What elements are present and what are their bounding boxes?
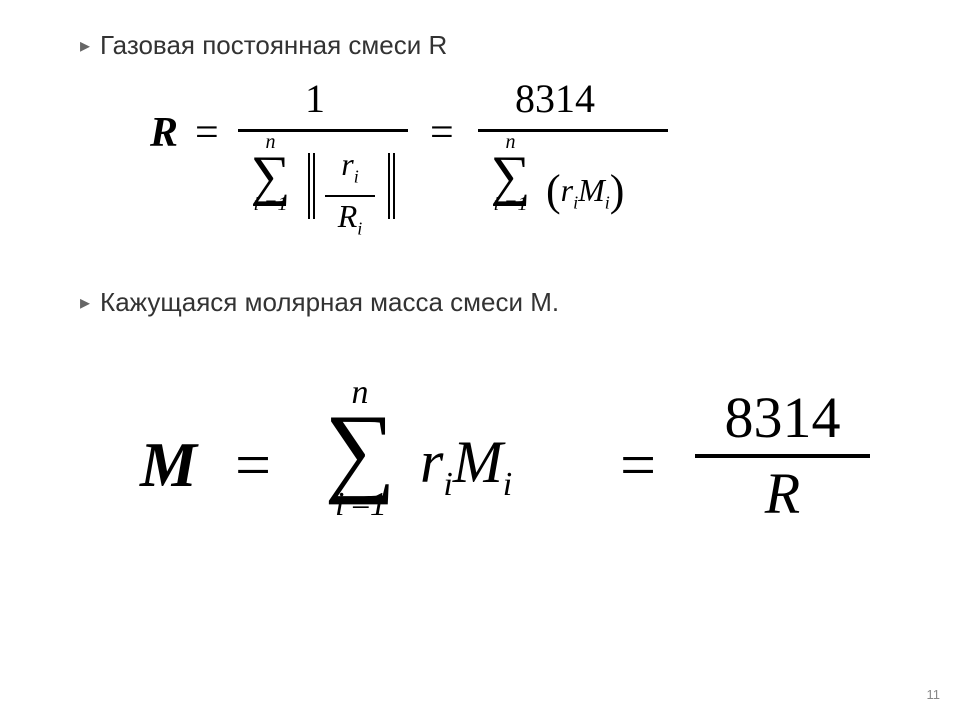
equation-molar-mass: M = n ∑ i =1 riMi = 8314 R <box>140 348 940 588</box>
bullet-marker-icon: ▸ <box>80 33 90 58</box>
eq1-bracket <box>313 153 315 219</box>
paren-left-icon: ( <box>546 166 561 215</box>
bullet-marker-icon: ▸ <box>80 290 90 315</box>
bullet-line-2: ▸ Кажущаяся молярная масса смеси М. <box>80 287 900 318</box>
eq2-equals-1: = <box>235 428 271 502</box>
bullet-text-1: Газовая постоянная смеси R <box>100 30 447 61</box>
eq1-bracket <box>393 153 395 219</box>
eq1-inner-fraction: ri Ri <box>325 149 375 244</box>
eq2-lhs: M <box>140 428 197 502</box>
slide: ▸ Газовая постоянная смеси R R = 1 n ∑ i… <box>0 0 960 720</box>
eq2-term-rimi: riMi <box>420 428 512 504</box>
eq1-sigma-2: n ∑ i =1 <box>478 131 543 209</box>
sigma-icon: ∑ <box>310 410 410 490</box>
equation-gas-constant: R = 1 n ∑ i =1 ri Ri = 8314 n ∑ i =1 (ri… <box>130 67 780 277</box>
eq1-sum-lower-2: i =1 <box>478 199 543 209</box>
eq1-bracket <box>308 153 310 219</box>
eq1-bracket <box>388 153 390 219</box>
page-number: 11 <box>927 687 941 702</box>
eq2-frac-bar <box>695 454 870 458</box>
eq1-equals-2: = <box>430 109 454 157</box>
eq1-numerator-1: 1 <box>305 75 325 122</box>
eq1-equals-1: = <box>195 109 219 157</box>
eq1-sigma-1: n ∑ i =1 <box>238 131 303 209</box>
eq2-frac-num: 8314 <box>695 388 870 448</box>
eq1-inner-num: ri <box>325 149 375 191</box>
bullet-text-2: Кажущаяся молярная масса смеси М. <box>100 287 559 318</box>
eq2-frac-den: R <box>695 464 870 524</box>
eq2-sigma: n ∑ i =1 <box>310 376 410 520</box>
bullet-line-1: ▸ Газовая постоянная смеси R <box>80 30 900 61</box>
eq1-numerator-2: 8314 <box>515 75 595 122</box>
paren-right-icon: ) <box>610 166 625 215</box>
eq1-lhs: R <box>150 109 178 157</box>
eq1-inner-bar <box>325 195 375 197</box>
eq1-sum-lower-1: i =1 <box>238 199 303 209</box>
eq1-term-rimi: (riMi) <box>546 165 624 216</box>
eq2-fraction: 8314 R <box>695 388 870 524</box>
eq1-inner-den: Ri <box>325 201 375 243</box>
eq2-equals-2: = <box>620 428 656 502</box>
